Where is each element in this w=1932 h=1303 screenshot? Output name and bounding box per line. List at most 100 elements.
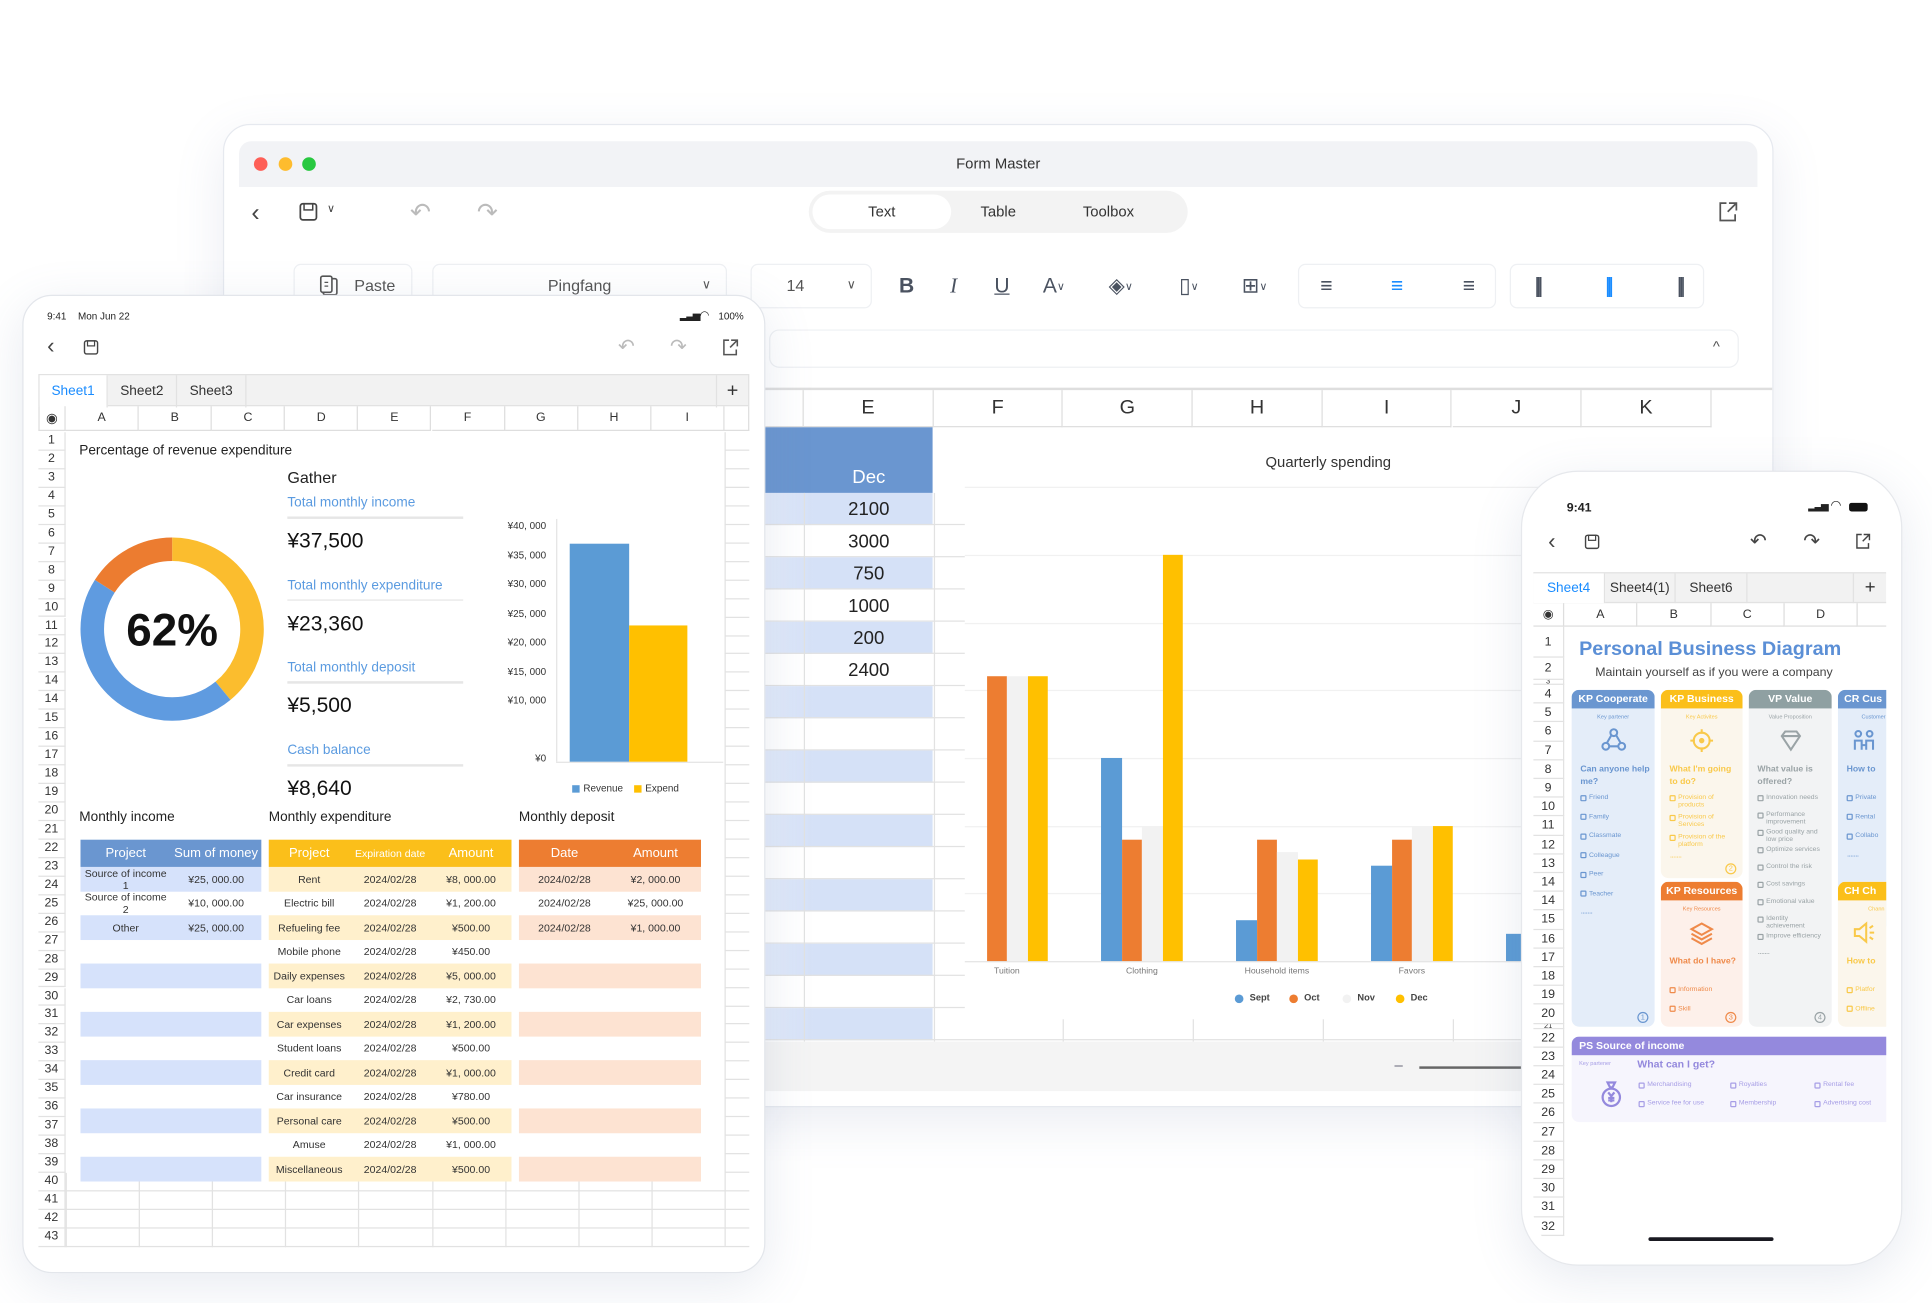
table-row[interactable] [518, 1060, 701, 1085]
table-cell[interactable]: 2024/02/28 [363, 1090, 417, 1103]
checkbox[interactable] [1846, 986, 1853, 993]
table-row[interactable] [519, 1084, 701, 1108]
row-header[interactable]: 19 [1533, 986, 1565, 1005]
row-header[interactable]: 42 [38, 1209, 66, 1229]
checkbox[interactable] [1580, 890, 1587, 897]
column-header[interactable]: Amount [448, 845, 494, 861]
canvas-card[interactable]: KP Cooperate Key partener Can anyone help … [1571, 689, 1655, 1027]
checklist-item[interactable]: Rental fee [1814, 1081, 1854, 1089]
table-row[interactable]: Amuse 2024/02/28 ¥1, 000.00 [269, 1133, 512, 1157]
column-header-i[interactable]: I [651, 406, 725, 431]
checkbox[interactable] [1669, 794, 1676, 801]
column-header-c[interactable]: C [1711, 603, 1785, 627]
row-header[interactable]: 22 [38, 839, 66, 859]
table-row[interactable]: 2024/02/28 ¥25, 000.00 [519, 891, 701, 915]
row-header[interactable]: 30 [38, 987, 66, 1007]
table-cell[interactable]: ¥2, 730.00 [446, 993, 496, 1006]
dec-header-cell[interactable] [762, 427, 933, 493]
table-row[interactable] [518, 1011, 701, 1037]
sheet-tab-sheet2[interactable]: Sheet2 [108, 375, 178, 408]
checklist-item[interactable]: Control the risk [1757, 863, 1828, 871]
bar-oct-favors[interactable] [1391, 839, 1412, 962]
row-header[interactable]: 9 [38, 580, 66, 599]
row-header[interactable]: 5 [38, 506, 66, 525]
row-header[interactable]: 27 [1533, 1122, 1565, 1142]
bar-dec-favors[interactable] [1432, 825, 1453, 962]
dec-value-cell[interactable]: 2100 [848, 499, 890, 521]
table-cell[interactable]: Daily expenses [273, 969, 345, 982]
column-header-e[interactable]: E [358, 406, 432, 431]
column-header-g[interactable]: G [504, 406, 578, 431]
table-cell[interactable]: ¥450.00 [451, 945, 491, 958]
row-header[interactable]: 25 [1533, 1085, 1565, 1104]
table-row[interactable] [81, 1036, 262, 1060]
checkbox[interactable] [1730, 1081, 1737, 1089]
row-header[interactable]: 12 [1533, 835, 1565, 855]
table-cell[interactable]: ¥780.00 [451, 1090, 491, 1103]
column-header-d[interactable] [762, 390, 804, 428]
column-header[interactable]: Amount [633, 845, 678, 861]
checkbox[interactable] [1669, 814, 1676, 821]
column-header-extra[interactable] [1857, 603, 1887, 627]
table-cell[interactable]: 2024/02/28 [363, 1114, 417, 1127]
share-icon[interactable] [1854, 533, 1871, 550]
font-color-icon[interactable]: A ∨ [1042, 273, 1066, 298]
table-cell[interactable]: 2024/02/28 [363, 945, 417, 958]
table-cell[interactable]: Source of income 2 [84, 890, 167, 916]
checklist-item[interactable]: Innovation needs [1757, 794, 1828, 801]
font-size-select[interactable]: 14 ∨ [750, 263, 872, 309]
checkbox[interactable] [1757, 794, 1764, 801]
row-header[interactable]: 10 [38, 598, 66, 618]
sheet-tab-sheet6[interactable]: Sheet6 [1676, 573, 1748, 604]
canvas-card-ps[interactable]: PS Source of income Key partener What can … [1571, 1036, 1887, 1123]
table-row[interactable]: Personal care 2024/02/28 ¥500.00 [268, 1108, 512, 1133]
table-cell[interactable]: Rent [298, 872, 321, 886]
canvas-card[interactable]: VP Value Value Proposition What value is o… [1748, 689, 1832, 1027]
column-header-j[interactable]: J [1452, 390, 1582, 428]
checklist-item[interactable]: Teacher [1580, 890, 1651, 897]
checklist-item[interactable]: Provision of the platform [1669, 834, 1738, 848]
column-header[interactable]: Project [105, 845, 146, 861]
table-cell[interactable]: 2024/02/28 [363, 896, 417, 910]
table-cell[interactable]: ¥500.00 [451, 921, 491, 934]
row-header[interactable]: 3 [38, 469, 66, 488]
row-header[interactable]: 34 [38, 1061, 66, 1081]
bar-expend[interactable] [628, 625, 688, 762]
row-header[interactable]: 7 [38, 543, 66, 562]
table-cell[interactable]: Source of income 1 [84, 866, 167, 892]
table-row[interactable] [519, 939, 701, 963]
bar-dec-tuition[interactable] [1027, 676, 1048, 962]
minimize-window-button[interactable] [278, 157, 293, 171]
row-header[interactable]: 32 [38, 1024, 66, 1044]
checkbox[interactable] [1846, 794, 1853, 801]
dec-value-cell[interactable]: 1000 [848, 595, 890, 617]
row-header[interactable]: 17 [1533, 948, 1565, 968]
checklist-item[interactable]: Skill [1669, 1005, 1738, 1012]
table-row[interactable] [81, 1084, 262, 1108]
checklist-item[interactable]: Emotional value [1757, 898, 1828, 905]
row-header[interactable]: 18 [38, 765, 66, 785]
row-header[interactable]: 29 [1533, 1160, 1565, 1180]
row-header[interactable]: 33 [38, 1043, 66, 1062]
bar-sept-clothing[interactable] [1101, 757, 1122, 962]
zoom-out-icon[interactable]: – [1394, 1056, 1403, 1074]
row-header[interactable]: 18 [1533, 967, 1565, 987]
checklist-item[interactable]: Family [1580, 813, 1651, 821]
undo-icon[interactable]: ↶ [618, 336, 635, 358]
table-cell[interactable]: 2024/02/28 [363, 993, 417, 1006]
table-cell[interactable]: Mobile phone [277, 945, 341, 958]
undo-icon[interactable]: ↶ [1750, 531, 1767, 553]
table-cell[interactable]: ¥500.00 [451, 1162, 491, 1176]
checkbox[interactable] [1846, 1005, 1853, 1012]
table-row[interactable]: Refueling fee 2024/02/28 ¥500.00 [268, 915, 512, 940]
border-icon[interactable]: ▯ ∨ [1179, 273, 1199, 298]
share-icon[interactable] [721, 338, 740, 357]
bar-nov-household-items[interactable] [1276, 852, 1298, 962]
table-cell[interactable]: ¥1, 200.00 [446, 896, 496, 910]
checkbox[interactable] [1814, 1100, 1821, 1107]
align-left-icon[interactable]: ≡ [1320, 273, 1333, 298]
row-header[interactable]: 24 [38, 876, 66, 896]
table-cell[interactable]: 2024/02/28 [363, 969, 417, 982]
bar-sept-household-items[interactable] [1236, 920, 1257, 962]
bar-dec-clothing[interactable] [1162, 554, 1183, 962]
